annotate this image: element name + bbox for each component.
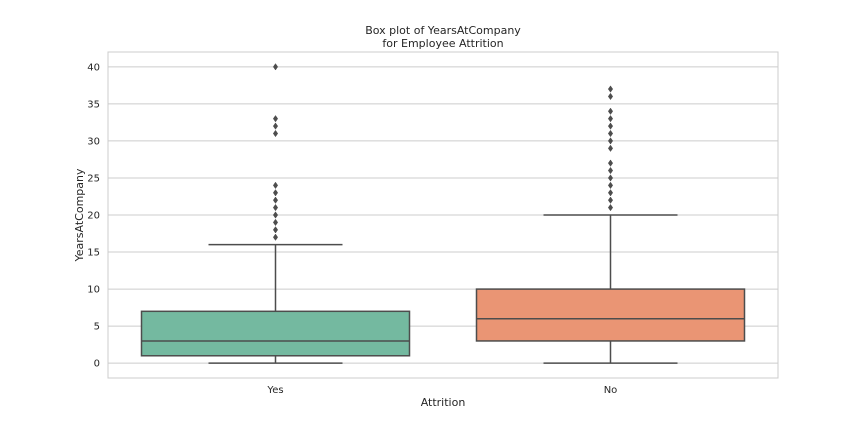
y-tick-labels: 0 5 10 15 20 25 30 35 40 — [87, 62, 100, 369]
chart-title-line-1: Box plot of YearsAtCompany — [365, 24, 521, 37]
outlier-point-no — [607, 159, 614, 167]
chart-title-line-2: for Employee Attrition — [382, 37, 503, 50]
outlier-point-no — [607, 203, 614, 212]
y-tick-label: 10 — [87, 285, 100, 296]
outlier-point-no — [607, 144, 614, 152]
outlier-point-yes — [272, 122, 279, 130]
outlier-point-no — [607, 181, 614, 189]
outlier-point-no — [607, 122, 614, 130]
y-tick-label: 30 — [87, 136, 100, 147]
outlier-point-yes — [272, 63, 279, 71]
y-tick-label: 35 — [87, 99, 100, 110]
outlier-point-yes — [272, 233, 279, 241]
y-tick-label: 0 — [94, 359, 100, 370]
x-tick-labels: Yes No — [266, 385, 617, 396]
outlier-point-no — [607, 189, 614, 197]
outlier-point-no — [607, 85, 614, 93]
x-axis-label: Attrition — [421, 396, 466, 409]
y-tick-label: 5 — [94, 322, 100, 333]
plot-frame — [107, 51, 779, 379]
outlier-point-no — [607, 166, 614, 175]
boxes-group — [140, 63, 746, 364]
outlier-point-yes — [272, 218, 279, 227]
y-tick-label: 15 — [87, 248, 100, 259]
outlier-point-no — [607, 92, 614, 101]
outlier-point-yes — [272, 203, 279, 212]
x-tick-label-yes: Yes — [266, 385, 283, 396]
outlier-point-yes — [272, 211, 279, 219]
outlier-point-no — [607, 115, 614, 123]
y-axis-label: YearsAtCompany — [73, 168, 86, 262]
y-tick-label: 20 — [87, 211, 100, 222]
y-tick-label: 40 — [87, 62, 100, 73]
outlier-point-yes — [272, 196, 279, 204]
outlier-point-yes — [272, 226, 279, 234]
outlier-point-no — [607, 107, 614, 115]
box-yes — [140, 310, 411, 357]
box-no — [475, 288, 746, 342]
y-tick-label: 25 — [87, 173, 100, 184]
outlier-point-yes — [272, 189, 279, 197]
outlier-point-yes — [272, 181, 279, 189]
outlier-point-yes — [272, 129, 279, 138]
outlier-point-yes — [272, 115, 279, 123]
outlier-point-no — [607, 196, 614, 204]
outlier-point-no — [607, 174, 614, 182]
x-tick-label-no: No — [604, 385, 618, 396]
outlier-point-no — [607, 137, 614, 145]
outlier-point-no — [607, 129, 614, 138]
